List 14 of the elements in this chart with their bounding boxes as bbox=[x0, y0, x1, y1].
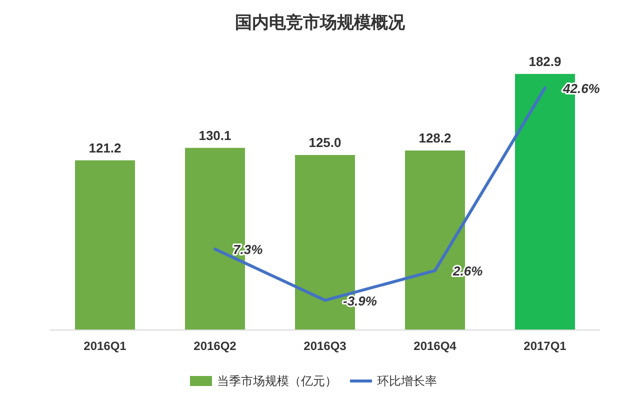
chart-title: 国内电竞市场规模概况 bbox=[235, 13, 406, 32]
x-tick-label: 2017Q1 bbox=[524, 339, 567, 353]
x-tick-label: 2016Q2 bbox=[194, 339, 237, 353]
bar bbox=[75, 160, 135, 330]
data-label: 128.2 bbox=[418, 130, 452, 146]
x-tick-label: 2016Q4 bbox=[414, 339, 457, 353]
data-label: 121.2 bbox=[88, 140, 122, 156]
legend-label: 环比增长率 bbox=[377, 374, 437, 388]
x-tick-label: 2016Q3 bbox=[304, 339, 347, 353]
x-tick-label: 2016Q1 bbox=[84, 339, 127, 353]
legend-label: 当季市场规模（亿元） bbox=[217, 374, 337, 388]
data-label: 130.1 bbox=[198, 128, 232, 143]
data-label: 125.0 bbox=[308, 134, 342, 150]
data-label: 182.9 bbox=[528, 54, 562, 69]
